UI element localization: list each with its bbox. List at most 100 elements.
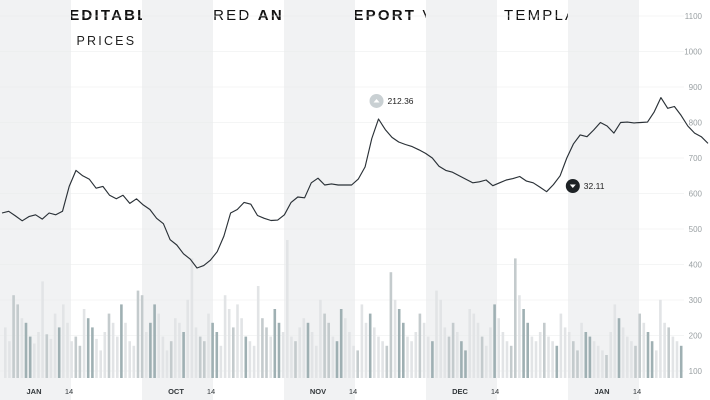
- volume-bar: [414, 332, 418, 378]
- volume-bar: [174, 318, 177, 378]
- volume-bar: [269, 336, 272, 378]
- volume-bar: [621, 327, 625, 378]
- volume-bar: [310, 332, 314, 378]
- volume-bar: [207, 313, 210, 378]
- volume-bar: [431, 341, 434, 378]
- volume-bar: [555, 345, 559, 378]
- volume-bar: [605, 355, 608, 378]
- volume-bar: [244, 336, 248, 378]
- volume-bar: [203, 341, 206, 378]
- volume-bar: [16, 304, 19, 378]
- volume-bar: [505, 341, 509, 378]
- volume-bar: [530, 336, 534, 378]
- volume-bar: [120, 304, 123, 378]
- volume-bar: [460, 341, 463, 378]
- volume-bar: [306, 322, 310, 378]
- volume-bar: [140, 295, 144, 378]
- volume-bar: [422, 322, 426, 378]
- volume-bar: [149, 322, 152, 378]
- volume-bar: [111, 322, 115, 378]
- callout-value: 32.11: [584, 181, 605, 191]
- volume-bar: [426, 336, 430, 378]
- volume-bar: [596, 345, 600, 378]
- high-callout: 212.36: [369, 93, 414, 108]
- x-tick-day: 14: [65, 387, 73, 396]
- volume-bar: [28, 336, 32, 378]
- background-band: [142, 0, 213, 400]
- volume-bar: [476, 322, 480, 378]
- volume-bar: [24, 322, 28, 378]
- volume-bar: [86, 318, 90, 378]
- volume-bar: [265, 327, 268, 378]
- volume-bar: [186, 299, 189, 378]
- volume-bar: [634, 345, 637, 378]
- volume-bar: [547, 336, 550, 378]
- volume-bar: [178, 322, 181, 378]
- volume-bar: [650, 341, 654, 378]
- volume-bar: [211, 322, 214, 378]
- y-tick-label: 500: [689, 225, 703, 234]
- volume-bar: [377, 336, 380, 378]
- volume-bar: [298, 327, 301, 378]
- volume-bar: [128, 341, 131, 378]
- volume-bar: [348, 332, 351, 378]
- volume-bar: [153, 304, 156, 378]
- volume-bar: [630, 341, 633, 378]
- volume-bar: [679, 345, 683, 378]
- volume-bar: [323, 313, 326, 378]
- volume-bar: [315, 345, 318, 378]
- volume-bar: [352, 345, 355, 378]
- y-tick-label: 100: [689, 367, 703, 376]
- volume-bar: [497, 318, 500, 378]
- volume-bar: [480, 336, 484, 378]
- volume-bar: [194, 327, 198, 378]
- volume-bar: [99, 350, 102, 378]
- volume-bar: [103, 332, 107, 378]
- volume-bar: [227, 309, 231, 378]
- volume-bar: [447, 336, 451, 378]
- volume-bar: [66, 322, 69, 378]
- volume-bar: [335, 341, 339, 378]
- volume-bar: [526, 322, 529, 378]
- volume-bar: [588, 336, 592, 378]
- volume-bar: [331, 336, 335, 378]
- volume-bar: [580, 322, 583, 378]
- volume-bar: [302, 318, 306, 378]
- volume-bar: [592, 341, 596, 378]
- volume-bar: [198, 336, 202, 378]
- volume-bar: [659, 299, 662, 378]
- down-triangle-icon: [569, 184, 576, 188]
- volume-bar: [638, 313, 641, 378]
- x-tick-day: 14: [207, 387, 215, 396]
- volume-bar: [646, 332, 650, 378]
- volume-bar: [406, 336, 409, 378]
- volume-bar: [116, 336, 119, 378]
- volume-bar: [132, 345, 136, 378]
- volume-bar: [456, 332, 459, 378]
- volume-bars: [4, 240, 683, 378]
- volume-bar: [667, 327, 670, 378]
- volume-bar: [617, 318, 621, 378]
- volume-bar: [563, 327, 567, 378]
- volume-bar: [451, 322, 455, 378]
- volume-bar: [41, 281, 44, 378]
- volume-bar: [37, 332, 40, 378]
- volume-bar: [45, 334, 49, 378]
- volume-bar: [273, 309, 277, 378]
- volume-bar: [290, 336, 293, 378]
- volume-bar: [443, 327, 447, 378]
- volume-bar: [261, 318, 264, 378]
- volume-bar: [327, 322, 330, 378]
- volume-bar: [559, 313, 563, 378]
- callout-value: 212.36: [388, 96, 414, 106]
- volume-bar: [248, 341, 252, 378]
- up-triangle-icon: [373, 98, 380, 103]
- price-line: [1, 97, 709, 269]
- volume-bar: [373, 327, 376, 378]
- volume-bar: [281, 332, 285, 378]
- y-tick-label: 1000: [684, 48, 702, 57]
- volume-bar: [397, 309, 401, 378]
- volume-bar: [360, 304, 364, 378]
- low-callout: 32.11: [565, 179, 605, 193]
